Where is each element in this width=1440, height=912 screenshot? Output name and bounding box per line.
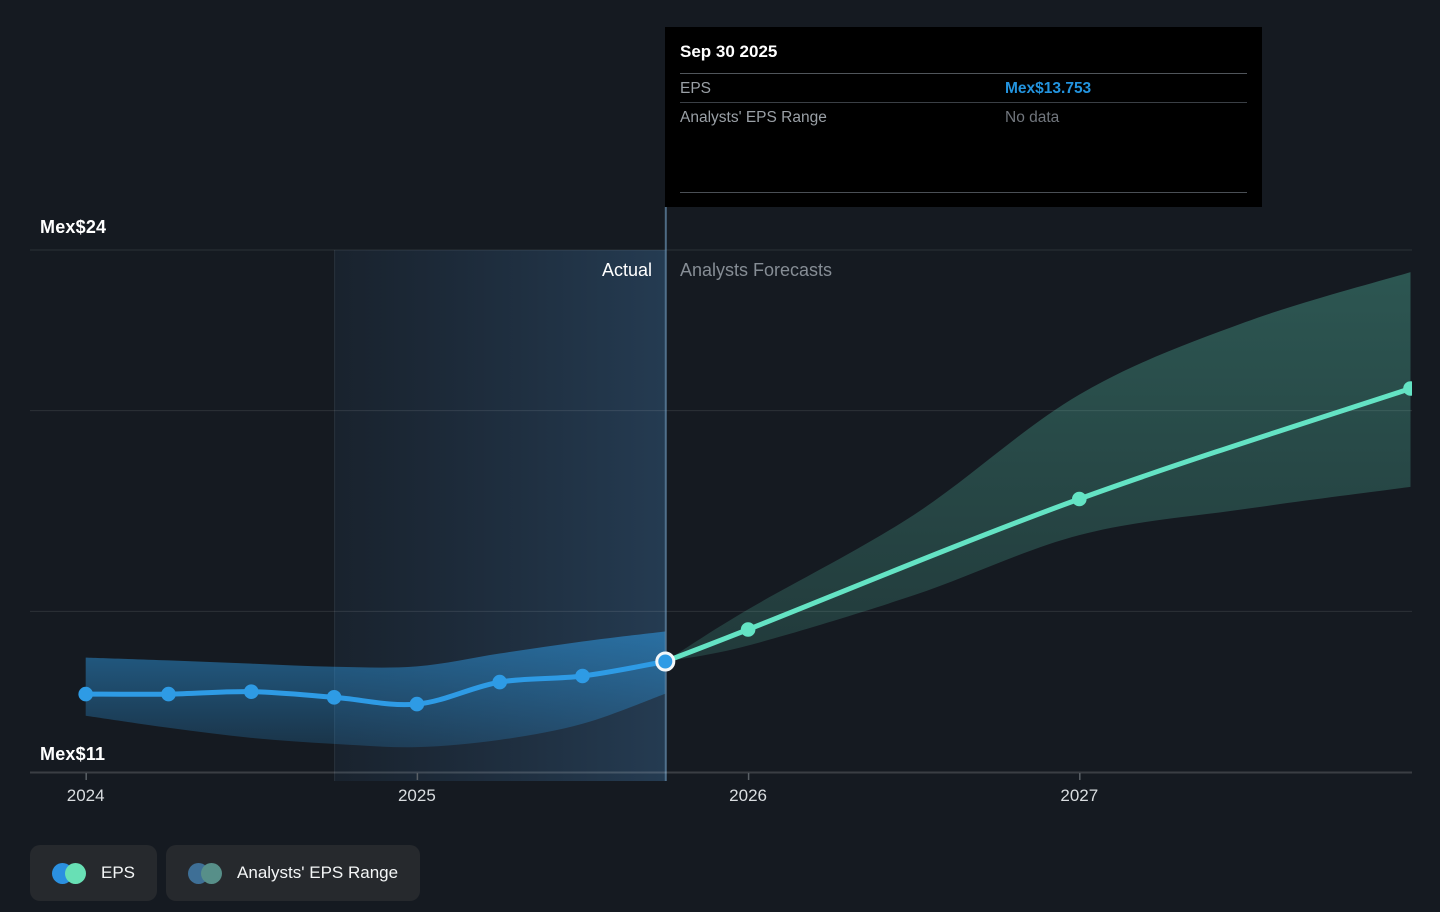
actual-data-point[interactable] [575,668,590,684]
x-axis [30,771,1412,780]
tooltip-range-value: No data [1005,109,1060,126]
forecast-eps-line [662,386,1412,664]
tooltip-row-eps: EPS Mex$13.753 [680,74,1247,103]
actual-data-point[interactable] [161,686,176,702]
forecast-range-band [665,272,1411,662]
actual-eps-line [83,659,668,708]
legend-item-eps-range[interactable]: Analysts' EPS Range [166,845,421,901]
legend: EPS Analysts' EPS Range [30,845,421,901]
forecast-period-label: Analysts Forecasts [680,260,833,280]
x-axis-label-2024: 2024 [66,786,105,805]
tooltip-divider [680,192,1247,193]
y-axis-label-bottom: Mex$11 [40,744,106,764]
forecast-data-point[interactable] [1072,491,1087,507]
tooltip-eps-value: Mex$13.753 [1005,80,1092,97]
y-axis-label-top: Mex$24 [40,217,107,237]
legend-eps-label: EPS [101,863,136,882]
legend-item-eps[interactable]: EPS [30,845,158,901]
selected-data-point[interactable] [655,651,676,672]
legend-eps-range-label: Analysts' EPS Range [237,863,399,882]
tooltip: Sep 30 2025 EPS Mex$13.753 Analysts' EPS… [665,27,1262,207]
tooltip-range-label: Analysts' EPS Range [680,109,827,126]
x-axis-label-2026: 2026 [729,786,767,805]
series-lines [83,386,1412,708]
actual-data-point[interactable] [409,696,425,712]
actual-data-point[interactable] [78,686,93,702]
actual-data-point[interactable] [326,690,342,705]
x-axis-label-2027: 2027 [1060,786,1099,805]
tooltip-date: Sep 30 2025 [680,27,1247,74]
eps-legend-dots-icon [52,862,86,884]
data-points [78,381,1418,712]
actual-period-label: Actual [601,260,652,280]
range-bands [85,272,1411,748]
actual-range-band [85,631,666,748]
tooltip-eps-label: EPS [680,80,712,97]
eps-range-legend-dots-icon [188,862,223,884]
tooltip-range-row: Analysts' EPS Range No data [680,103,1247,131]
x-axis-labels: 2024 2025 2026 2027 [0,786,1440,812]
forecast-data-point[interactable] [740,622,756,637]
actual-data-point[interactable] [244,684,259,699]
actual-data-point[interactable] [492,674,508,690]
x-axis-label-2025: 2025 [397,786,436,805]
forecast-data-point[interactable] [1403,381,1418,396]
